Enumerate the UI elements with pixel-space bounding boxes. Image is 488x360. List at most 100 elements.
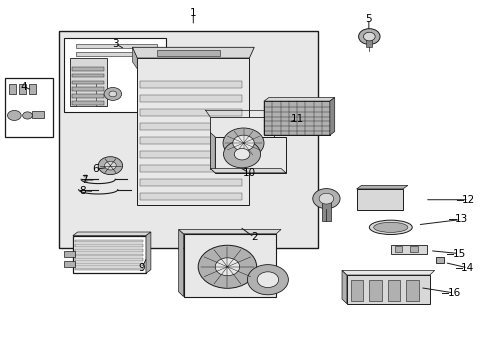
Ellipse shape <box>368 220 411 234</box>
Bar <box>72 94 103 98</box>
Text: 12: 12 <box>461 195 474 205</box>
Circle shape <box>257 272 278 288</box>
Bar <box>72 81 103 84</box>
Bar <box>72 87 103 91</box>
Bar <box>346 275 429 304</box>
Bar <box>64 39 166 112</box>
Bar <box>75 258 143 261</box>
Bar <box>366 39 371 47</box>
Bar <box>137 58 249 205</box>
Bar <box>76 81 96 107</box>
Polygon shape <box>178 229 183 297</box>
Bar <box>140 151 242 158</box>
Bar <box>157 50 220 56</box>
Bar <box>390 244 427 253</box>
Circle shape <box>312 189 339 209</box>
Polygon shape <box>132 47 137 69</box>
Bar <box>350 280 362 301</box>
Bar <box>70 58 106 107</box>
Polygon shape <box>73 232 151 235</box>
Text: 14: 14 <box>460 263 473 273</box>
Circle shape <box>22 112 32 119</box>
Text: 7: 7 <box>81 175 88 185</box>
Circle shape <box>319 193 333 204</box>
Circle shape <box>104 87 122 100</box>
Bar <box>75 249 143 252</box>
Bar <box>140 179 242 186</box>
Bar <box>75 263 143 266</box>
Bar <box>140 81 242 88</box>
Bar <box>140 165 242 172</box>
Polygon shape <box>341 270 434 275</box>
Text: 2: 2 <box>250 232 257 242</box>
Ellipse shape <box>373 222 407 232</box>
Text: 8: 8 <box>79 186 86 196</box>
Bar <box>140 137 242 144</box>
Text: 9: 9 <box>139 263 145 273</box>
Bar <box>409 246 417 252</box>
Circle shape <box>223 128 264 158</box>
Bar <box>435 257 443 263</box>
Bar <box>210 117 273 169</box>
Circle shape <box>109 91 117 97</box>
Text: 4: 4 <box>21 82 27 92</box>
Polygon shape <box>210 133 215 173</box>
Bar <box>356 189 402 211</box>
Bar <box>75 244 143 247</box>
Bar <box>140 123 242 130</box>
Text: 16: 16 <box>447 288 460 298</box>
Bar <box>29 84 36 94</box>
Bar <box>9 84 16 94</box>
Circle shape <box>234 148 249 160</box>
Text: 13: 13 <box>454 215 467 224</box>
Bar <box>72 74 103 77</box>
Bar <box>76 52 157 56</box>
Bar <box>368 280 381 301</box>
Text: 1: 1 <box>190 8 196 18</box>
Polygon shape <box>341 270 346 304</box>
Circle shape <box>358 29 379 44</box>
Polygon shape <box>132 47 254 58</box>
Text: 5: 5 <box>365 14 371 24</box>
Circle shape <box>215 258 239 276</box>
Bar <box>4 78 53 137</box>
Polygon shape <box>356 185 407 189</box>
Circle shape <box>223 140 260 168</box>
Text: 11: 11 <box>290 114 303 124</box>
Bar <box>64 251 75 257</box>
Text: 15: 15 <box>451 248 465 258</box>
Bar <box>75 267 143 270</box>
Circle shape <box>198 245 256 288</box>
Bar <box>73 235 146 273</box>
Text: 3: 3 <box>112 39 119 49</box>
Circle shape <box>363 32 374 41</box>
Bar <box>215 137 285 173</box>
Circle shape <box>232 135 254 151</box>
Bar <box>394 246 401 252</box>
Polygon shape <box>146 232 151 273</box>
Bar <box>64 261 75 267</box>
Bar <box>59 31 317 248</box>
Bar <box>76 44 157 48</box>
Text: 6: 6 <box>92 164 99 174</box>
Bar <box>75 253 143 256</box>
Bar <box>140 193 242 200</box>
Bar <box>72 67 103 71</box>
Circle shape <box>247 265 288 295</box>
Circle shape <box>7 111 21 121</box>
Bar <box>83 180 87 182</box>
Circle shape <box>98 157 122 175</box>
Bar <box>83 175 87 177</box>
Text: 10: 10 <box>243 168 255 178</box>
Bar <box>140 109 242 116</box>
Circle shape <box>104 161 116 170</box>
Bar <box>183 234 276 297</box>
Polygon shape <box>329 98 334 135</box>
Bar <box>32 111 44 118</box>
Bar <box>264 101 329 135</box>
Bar <box>19 84 26 94</box>
Polygon shape <box>210 168 285 173</box>
Polygon shape <box>178 229 281 234</box>
Bar <box>321 202 330 221</box>
Bar <box>72 101 103 105</box>
